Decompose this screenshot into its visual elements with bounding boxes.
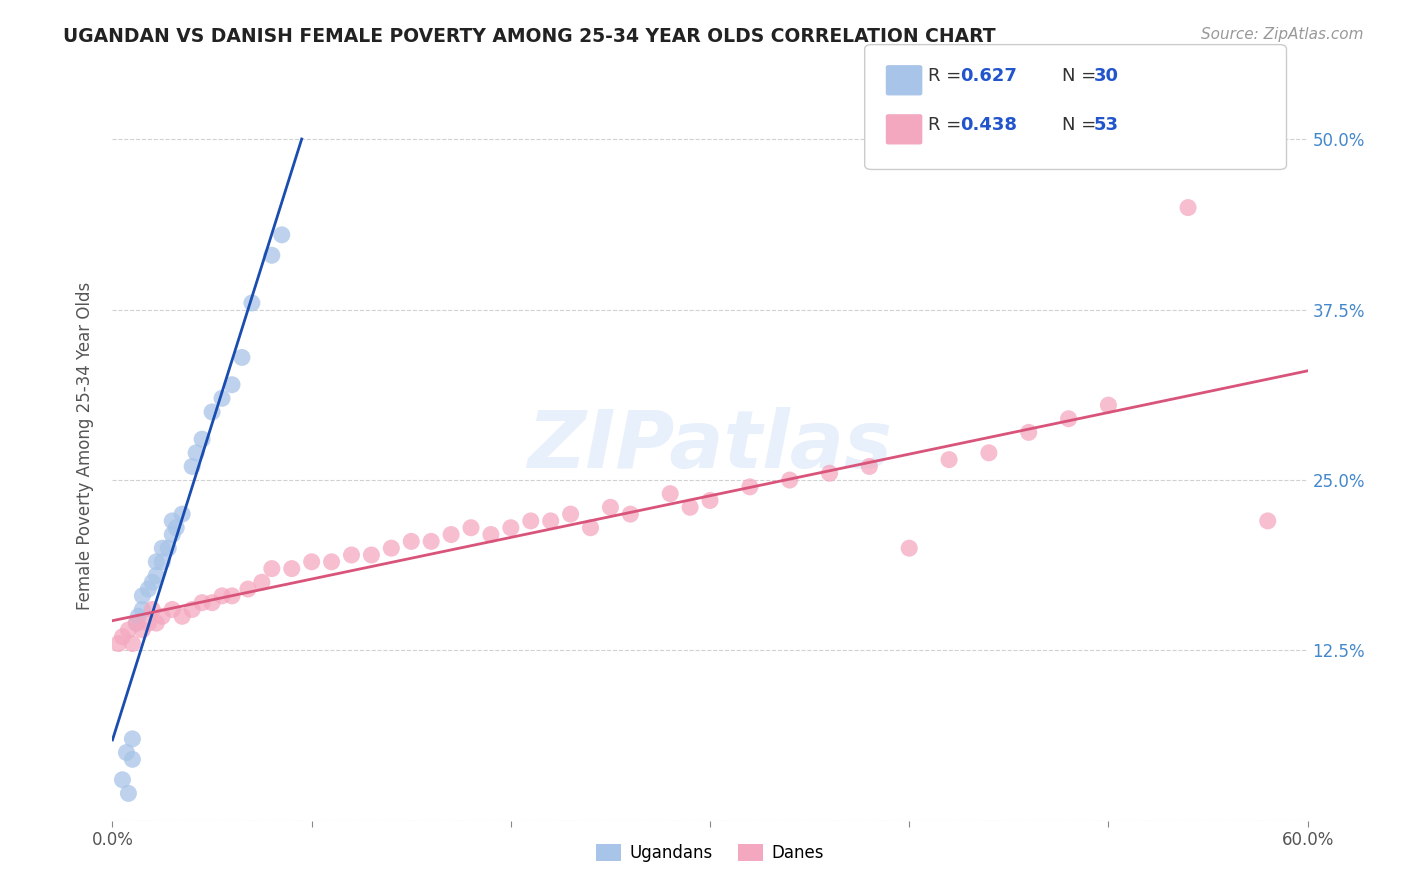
Text: N =: N = <box>1062 67 1101 85</box>
Point <box>301 555 323 569</box>
Point <box>479 527 502 541</box>
Point <box>211 589 233 603</box>
Point <box>281 561 304 575</box>
Point <box>125 616 148 631</box>
Point <box>162 602 183 616</box>
Point <box>117 623 139 637</box>
Point <box>131 589 153 603</box>
Point <box>1097 398 1119 412</box>
Point <box>181 459 204 474</box>
Point <box>145 568 167 582</box>
Point <box>211 392 233 406</box>
Point <box>201 596 224 610</box>
Point <box>858 459 880 474</box>
Point <box>181 602 204 616</box>
Text: 0.627: 0.627 <box>960 67 1017 85</box>
Point <box>779 473 801 487</box>
Point <box>401 534 423 549</box>
Point <box>977 446 1000 460</box>
Point <box>360 548 382 562</box>
Point <box>141 575 163 590</box>
Point <box>898 541 921 556</box>
Point <box>191 596 214 610</box>
Point <box>221 589 243 603</box>
Point <box>699 493 721 508</box>
Point <box>172 609 194 624</box>
Point <box>340 548 363 562</box>
Point <box>107 636 129 650</box>
Text: Source: ZipAtlas.com: Source: ZipAtlas.com <box>1201 27 1364 42</box>
Point <box>321 555 343 569</box>
Point <box>121 731 143 746</box>
Point <box>460 521 482 535</box>
Point <box>260 561 283 575</box>
Point <box>138 582 160 596</box>
Point <box>131 623 153 637</box>
Point <box>111 630 134 644</box>
Point <box>150 541 173 556</box>
Point <box>125 616 148 631</box>
Point <box>1257 514 1279 528</box>
Point <box>231 351 253 365</box>
Text: 0.438: 0.438 <box>960 116 1018 134</box>
Point <box>191 432 214 446</box>
Point <box>221 377 243 392</box>
Text: R =: R = <box>928 67 967 85</box>
Point <box>150 609 173 624</box>
Point <box>127 609 149 624</box>
Point <box>420 534 443 549</box>
Text: N =: N = <box>1062 116 1101 134</box>
Point <box>1177 201 1199 215</box>
Text: 53: 53 <box>1094 116 1119 134</box>
Point <box>115 746 138 760</box>
Point <box>162 527 183 541</box>
Point <box>619 507 641 521</box>
Point <box>186 446 208 460</box>
Point <box>560 507 582 521</box>
Point <box>201 405 224 419</box>
Point <box>250 575 273 590</box>
Point <box>599 500 621 515</box>
Point <box>131 602 153 616</box>
Point <box>270 227 292 242</box>
Point <box>141 602 163 616</box>
Y-axis label: Female Poverty Among 25-34 Year Olds: Female Poverty Among 25-34 Year Olds <box>76 282 94 610</box>
Point <box>260 248 283 262</box>
Point <box>145 616 167 631</box>
Point <box>938 452 960 467</box>
Point <box>579 521 602 535</box>
Point <box>540 514 562 528</box>
Point <box>138 616 160 631</box>
Point <box>679 500 702 515</box>
Text: ZIPatlas: ZIPatlas <box>527 407 893 485</box>
Point <box>1057 411 1080 425</box>
Point <box>172 507 194 521</box>
Legend: Ugandans, Danes: Ugandans, Danes <box>589 837 831 869</box>
Text: UGANDAN VS DANISH FEMALE POVERTY AMONG 25-34 YEAR OLDS CORRELATION CHART: UGANDAN VS DANISH FEMALE POVERTY AMONG 2… <box>63 27 995 45</box>
Point <box>440 527 463 541</box>
Point <box>121 636 143 650</box>
Point <box>117 786 139 800</box>
Point <box>1018 425 1040 440</box>
Point <box>162 514 183 528</box>
Point <box>165 521 187 535</box>
Point <box>818 467 841 481</box>
Point <box>150 555 173 569</box>
Point <box>145 555 167 569</box>
Point <box>499 521 522 535</box>
Point <box>380 541 402 556</box>
Point <box>121 752 143 766</box>
Point <box>520 514 543 528</box>
Point <box>236 582 259 596</box>
Point <box>738 480 761 494</box>
Text: R =: R = <box>928 116 967 134</box>
Text: 30: 30 <box>1094 67 1119 85</box>
Point <box>111 772 134 787</box>
Point <box>157 541 180 556</box>
Point <box>240 296 263 310</box>
Point <box>659 486 682 500</box>
